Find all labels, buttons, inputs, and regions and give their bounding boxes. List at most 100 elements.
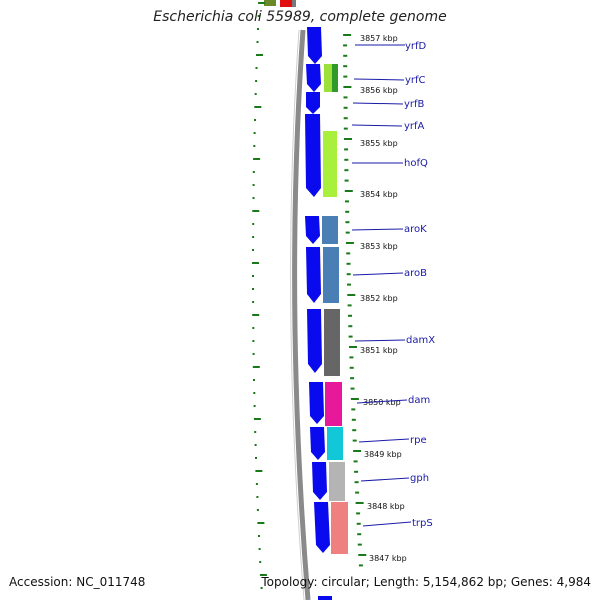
gene-label-trpS[interactable]: trpS <box>412 518 433 529</box>
gc-ring-dot <box>253 405 256 407</box>
leader-rpe <box>358 438 410 443</box>
kbp-ruler-tick <box>347 283 351 286</box>
kbp-ruler-tick <box>344 138 352 140</box>
gc-ring-dot <box>255 67 258 69</box>
gene-label-yrfB[interactable]: yrfB <box>404 99 425 110</box>
gc-ring-dot <box>260 587 263 589</box>
accession-label: Accession: NC_011748 <box>9 575 146 589</box>
gc-ring-dot <box>255 483 258 485</box>
gc-ring-dot <box>253 132 256 134</box>
kbp-ruler-tick <box>350 377 355 380</box>
gene-label-aroB[interactable]: aroB <box>404 268 427 279</box>
kbp-ruler-tick <box>345 221 350 224</box>
kbp-ruler-tick <box>357 543 362 546</box>
gc-ring-dot <box>252 340 255 342</box>
gc-ring-dot <box>254 431 257 433</box>
cds-arrow-bottom <box>318 596 332 600</box>
leader-gph <box>360 477 410 482</box>
kbp-ruler-tick <box>356 512 361 515</box>
cog-box-rpe <box>327 427 343 460</box>
gc-ring-dot <box>252 301 255 303</box>
cds-arrow-yrfB <box>306 92 320 114</box>
gc-ring-dot <box>252 197 255 199</box>
kbp-ruler-tick <box>346 262 351 265</box>
cds-arrow-aroK <box>305 216 320 244</box>
kbp-label-3853: 3853 kbp <box>360 242 398 251</box>
gc-ring-dot <box>253 145 256 147</box>
gc-ring-dot <box>252 327 255 329</box>
kbp-ruler-tick <box>347 304 352 307</box>
kbp-ruler-tick <box>349 346 357 348</box>
leader-damX <box>354 339 406 342</box>
gc-content-dotted-ring <box>252 2 267 589</box>
gene-label-yrfA[interactable]: yrfA <box>404 121 425 132</box>
gene-label-yrfD[interactable]: yrfD <box>405 41 427 52</box>
kbp-ruler-tick <box>351 408 356 411</box>
cog-box-hofQ <box>323 131 337 197</box>
gc-ring-dot <box>256 496 259 498</box>
gene-label-hofQ[interactable]: hofQ <box>404 158 428 169</box>
gc-ring-dot <box>252 184 255 186</box>
gc-ring-dot <box>256 509 259 511</box>
gc-ring-dot <box>252 236 255 238</box>
gc-ring-dot <box>252 366 260 368</box>
gc-ring-dot <box>252 288 254 290</box>
kbp-ruler-tick <box>345 242 354 244</box>
gc-ring-dot <box>257 15 260 17</box>
kbp-ruler-tick <box>349 366 354 369</box>
kbp-label-3856: 3856 kbp <box>360 86 398 95</box>
gc-ring-dot <box>254 444 257 446</box>
gene-label-gph[interactable]: gph <box>410 473 429 484</box>
gc-ring-dot <box>255 457 257 459</box>
kbp-ruler-tick <box>345 200 349 203</box>
kbp-ruler-tick <box>353 450 362 452</box>
kbp-ruler-tick <box>350 387 355 390</box>
gc-ring-dot <box>258 2 266 4</box>
kbp-ruler-tick <box>356 522 361 525</box>
kbp-label-3855: 3855 kbp <box>360 139 398 148</box>
kbp-ruler-tick <box>348 335 353 338</box>
gc-ring-dot <box>252 314 260 316</box>
gc-ring-dot <box>253 418 261 420</box>
leader-yrfC <box>353 78 405 81</box>
gene-leader-lines <box>351 44 412 527</box>
cog-box-damX <box>324 309 340 376</box>
kbp-ruler-tick <box>344 179 349 182</box>
cds-arrow-aroB <box>306 247 321 303</box>
gc-ring-dot <box>254 119 256 121</box>
leader-yrfB <box>352 102 404 105</box>
gene-labels: yrfD yrfC yrfB yrfA hofQ aroK aroB damX … <box>404 41 435 529</box>
leader-trpS <box>362 521 412 527</box>
kbp-ruler-tick <box>346 252 351 255</box>
kbp-ruler-tick <box>343 44 348 47</box>
top-feature-red <box>280 0 294 7</box>
gc-ring-dot <box>252 262 259 264</box>
kbp-label-3852: 3852 kbp <box>360 294 398 303</box>
gc-ring-dot <box>253 158 261 160</box>
cog-box-yrfC-shade <box>332 64 338 92</box>
kbp-ruler-tick <box>349 356 354 359</box>
leader-yrfA <box>351 124 403 127</box>
genome-backbone-inner-line <box>290 29 305 600</box>
gc-ring-dot <box>254 106 262 108</box>
gc-ring-dot <box>259 574 267 576</box>
leader-aroK <box>351 228 404 231</box>
gene-label-dam[interactable]: dam <box>408 395 430 406</box>
gene-label-yrfC[interactable]: yrfC <box>405 75 426 86</box>
kbp-labels: 3857 kbp 3856 kbp 3855 kbp 3854 kbp 3853… <box>360 34 407 563</box>
gc-ring-dot <box>252 249 254 251</box>
kbp-ruler-tick <box>343 65 348 68</box>
kbp-ruler-tick <box>347 294 356 296</box>
gene-label-damX[interactable]: damX <box>406 335 435 346</box>
gc-ring-dot <box>252 223 255 225</box>
gene-label-rpe[interactable]: rpe <box>410 435 427 446</box>
gene-label-aroK[interactable]: aroK <box>404 224 427 235</box>
kbp-ruler-tick <box>355 491 360 494</box>
kbp-ruler-tick <box>352 439 357 442</box>
cds-arrow-damX <box>307 309 322 373</box>
topology-label: Topology: circular; Length: 5,154,862 bp… <box>261 575 591 589</box>
cds-arrow-yrfA-hofQ <box>305 114 321 197</box>
kbp-ruler-tick <box>351 418 356 421</box>
kbp-ruler-tick <box>343 86 352 88</box>
